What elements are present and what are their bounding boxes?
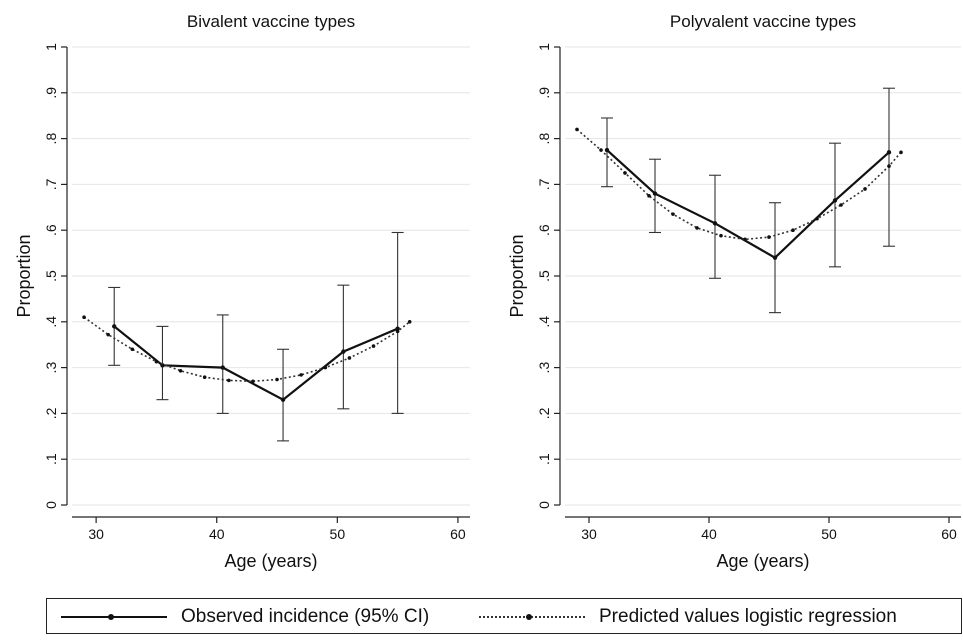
predicted-line <box>83 316 411 383</box>
observed-point <box>832 198 838 203</box>
predicted-point <box>839 203 843 207</box>
observed-line <box>606 149 890 260</box>
chart-polyvalent: Polyvalent vaccine types 0 .1 .2 .3 .4 .5 .6 .7.… <box>507 12 961 571</box>
y-tick-label: 0 <box>43 501 59 509</box>
x-tick-label: 50 <box>821 526 837 542</box>
y-axis-label: Proportion <box>507 234 527 317</box>
observed-point <box>712 221 718 226</box>
predicted-point <box>106 332 110 337</box>
predicted-point <box>815 216 819 221</box>
y-tick-label: 0 <box>536 501 552 509</box>
y-tick-label: .4 <box>536 316 552 328</box>
observed-line <box>113 325 399 402</box>
predicted-point <box>275 377 279 382</box>
legend-swatch-predicted <box>479 611 585 623</box>
x-tick-label: 40 <box>701 526 717 542</box>
observed-point <box>886 150 892 155</box>
predicted-point <box>154 359 159 364</box>
y-tick-label: .8 <box>536 133 552 145</box>
y-tick-label: .4 <box>43 316 59 328</box>
y-tick-label: .5 <box>536 270 552 282</box>
y-axis-label: Proportion <box>14 234 34 317</box>
y-tick-label: .6 <box>43 224 59 236</box>
observed-point <box>341 349 346 354</box>
x-axis-label: Age (years) <box>224 551 317 571</box>
predicted-point <box>407 320 412 324</box>
y-tick-label: .7 <box>536 178 552 190</box>
y-tick-label: .2 <box>43 407 59 419</box>
x-tick-label: 60 <box>941 526 957 542</box>
observed-point <box>772 255 778 260</box>
observed-point <box>220 365 225 370</box>
predicted-point <box>719 233 723 238</box>
chart-title: Polyvalent vaccine types <box>670 12 856 31</box>
predicted-point <box>226 378 231 383</box>
legend-label-observed: Observed incidence (95% CI) <box>181 606 430 627</box>
y-tick-label: .2 <box>536 407 552 419</box>
x-tick-label: 50 <box>330 526 346 542</box>
predicted-point <box>743 237 747 242</box>
observed-point <box>652 191 658 196</box>
predicted-point <box>599 148 603 152</box>
y-tick-label: .1 <box>43 453 59 465</box>
x-axis-label: Age (years) <box>716 551 809 571</box>
x-tick-label: 40 <box>209 526 225 542</box>
predicted-point <box>130 347 135 352</box>
y-tick-label: .6 <box>536 224 552 236</box>
predicted-point <box>767 235 771 239</box>
predicted-point <box>887 164 891 168</box>
predicted-point <box>371 344 376 348</box>
y-tick-label: .1 <box>536 453 552 465</box>
predicted-point <box>347 356 352 360</box>
predicted-point <box>251 379 255 384</box>
y-tick-label: 1 <box>536 43 552 51</box>
y-tick-label: .8 <box>43 133 59 145</box>
predicted-point <box>202 375 207 380</box>
y-tick-label: .5 <box>43 270 59 282</box>
x-tick-label: 30 <box>88 526 104 542</box>
y-tick-label: .9 <box>43 87 59 99</box>
predicted-point <box>82 315 86 320</box>
y-tick-label: .3 <box>43 362 59 374</box>
predicted-point <box>178 369 183 373</box>
legend-item-predicted: Predicted values logistic regression <box>479 599 897 635</box>
predicted-point <box>899 150 903 155</box>
predicted-point <box>323 365 328 370</box>
observed-point <box>395 326 400 331</box>
y-tick-label: 1 <box>43 43 59 51</box>
observed-point <box>280 397 286 402</box>
x-tick-label: 60 <box>450 526 466 542</box>
predicted-point <box>623 171 627 175</box>
legend-swatch-observed <box>61 611 167 623</box>
predicted-point <box>647 194 651 198</box>
predicted-point <box>863 187 867 191</box>
predicted-point <box>791 228 795 232</box>
predicted-point <box>695 226 699 230</box>
x-tick-label: 30 <box>581 526 597 542</box>
y-tick-label: .9 <box>536 87 552 99</box>
y-tick-label: .7 <box>43 178 59 190</box>
legend-label-predicted: Predicted values logistic regression <box>599 606 897 627</box>
chart-bivalent: Bivalent vaccine types 0 .1 .2 .3 .4 .5 .6 .7 .8.… <box>14 12 470 571</box>
predicted-point <box>575 127 579 132</box>
predicted-point <box>395 329 400 334</box>
y-tick-label: .3 <box>536 362 552 374</box>
chart-title: Bivalent vaccine types <box>187 12 355 31</box>
predicted-point <box>671 212 675 216</box>
legend: Observed incidence (95% CI) Predicted va… <box>46 598 962 634</box>
observed-point <box>112 324 117 329</box>
observed-point <box>604 147 610 153</box>
predicted-point <box>299 373 303 377</box>
legend-item-observed: Observed incidence (95% CI) <box>61 599 429 635</box>
